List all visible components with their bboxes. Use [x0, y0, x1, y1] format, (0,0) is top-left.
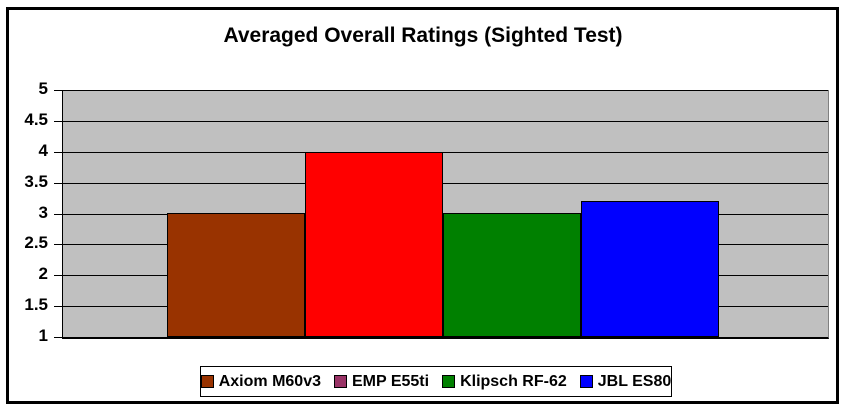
- gridline: [63, 90, 828, 91]
- y-tick-label: 2.5: [24, 233, 48, 253]
- gridline: [63, 183, 828, 184]
- y-tick-label: 3: [38, 202, 48, 222]
- y-tick-mark: [54, 275, 62, 276]
- legend-swatch-icon: [579, 375, 593, 388]
- bar-jbl-es80: [581, 201, 719, 337]
- legend-label: Klipsch RF-62: [460, 372, 567, 390]
- gridline: [63, 152, 828, 153]
- legend-swatch-icon: [333, 375, 347, 388]
- y-tick-mark: [54, 244, 62, 245]
- y-tick-label: 5: [38, 79, 48, 99]
- y-tick-mark: [54, 337, 62, 338]
- y-tick-mark: [54, 183, 62, 184]
- bar-axiom-m60v3: [167, 213, 305, 337]
- chart-title: Averaged Overall Ratings (Sighted Test): [223, 24, 623, 47]
- y-tick-label: 4: [38, 140, 48, 160]
- y-tick-mark: [54, 121, 62, 122]
- gridline: [63, 121, 828, 122]
- y-tick-label: 4.5: [24, 110, 48, 130]
- legend-item: EMP E55ti: [333, 372, 430, 391]
- legend-swatch-icon: [442, 375, 456, 388]
- y-tick-mark: [54, 306, 62, 307]
- legend-label: EMP E55ti: [351, 372, 430, 390]
- y-tick-mark: [54, 90, 62, 91]
- legend-label: Axiom M60v3: [218, 372, 321, 390]
- y-tick-mark: [54, 152, 62, 153]
- y-tick-label: 1.5: [24, 295, 48, 315]
- legend: Axiom M60v3 EMP E55ti Klipsch RF-62 JBL ES8…: [200, 366, 672, 397]
- legend-item: Klipsch RF-62: [442, 373, 567, 391]
- y-axis-labels: 5 4.5 4 3.5 3 2.5 2 1.5 1: [0, 79, 48, 345]
- y-tick-mark: [54, 214, 62, 215]
- legend-item: Axiom M60v3: [200, 372, 321, 391]
- legend-item: JBL ES80: [579, 372, 672, 391]
- y-tick-label: 1: [38, 326, 48, 346]
- y-axis-ticks: [54, 90, 62, 338]
- y-tick-label: 3.5: [24, 171, 48, 191]
- bar-emp-e55ti: [305, 152, 443, 337]
- legend-swatch-icon: [200, 375, 214, 388]
- plot-area: [62, 90, 829, 339]
- bar-klipsch-rf-62: [443, 213, 581, 337]
- legend-label: JBL ES80: [597, 372, 672, 390]
- y-tick-label: 2: [38, 264, 48, 284]
